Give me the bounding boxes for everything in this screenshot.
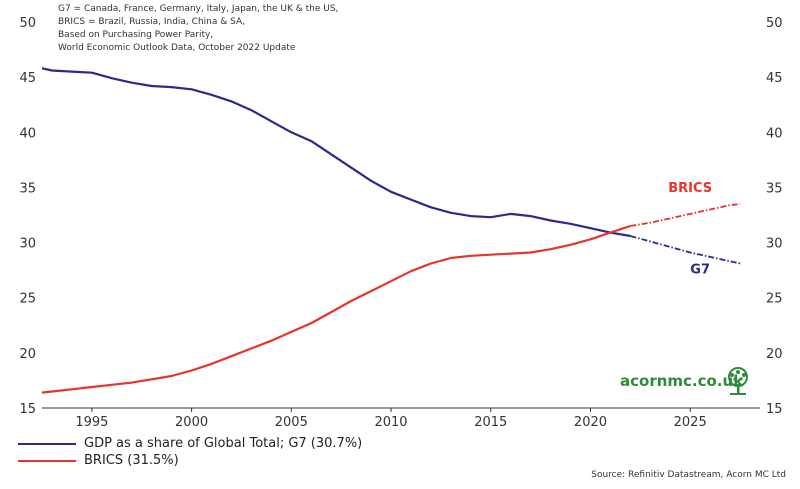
series-annotation-g7: G7 — [690, 262, 710, 277]
y-tick-label-left: 45 — [19, 71, 36, 86]
series-annotation-brics: BRICS — [668, 181, 712, 196]
y-tick-label-right: 25 — [766, 292, 783, 307]
y-tick-label-left: 20 — [19, 347, 36, 362]
legend-item-g7: GDP as a share of Global Total; G7 (30.7… — [18, 436, 362, 451]
x-tick-label: 2000 — [175, 415, 208, 430]
y-tick-label-left: 15 — [19, 402, 36, 417]
series-projection-g7 — [630, 235, 741, 265]
legend-swatch-brics — [18, 459, 76, 462]
y-tick-label-right: 35 — [766, 181, 783, 196]
chart-note-1: G7 = Canada, France, Germany, Italy, Jap… — [58, 4, 339, 14]
series-line-g7 — [41, 67, 631, 238]
y-tick-label-right: 45 — [766, 71, 783, 86]
y-tick-label-right: 40 — [766, 126, 783, 141]
x-tick-label: 2005 — [275, 415, 308, 430]
y-tick-label-left: 25 — [19, 292, 36, 307]
legend-item-brics: BRICS (31.5%) — [18, 453, 179, 468]
legend-swatch-g7 — [18, 442, 76, 445]
series-line-brics — [41, 224, 631, 394]
y-tick-label-left: 40 — [19, 126, 36, 141]
chart-note-3: Based on Purchasing Power Parity, — [58, 30, 214, 40]
legend-label-g7: GDP as a share of Global Total; G7 (30.7… — [84, 436, 363, 451]
x-tick-label: 2015 — [474, 415, 507, 430]
y-tick-label-right: 30 — [766, 237, 783, 252]
y-tick-label-left: 50 — [19, 16, 36, 31]
x-tick-label: 1995 — [75, 415, 108, 430]
y-tick-label-left: 30 — [19, 237, 36, 252]
series-projection-brics — [630, 203, 741, 227]
x-tick-label: 2010 — [374, 415, 407, 430]
legend-label-brics: BRICS (31.5%) — [84, 453, 179, 468]
y-tick-label-left: 35 — [19, 181, 36, 196]
x-tick-label: 2020 — [574, 415, 607, 430]
chart-note-4: World Economic Outlook Data, October 202… — [58, 43, 296, 53]
y-tick-label-right: 50 — [766, 16, 783, 31]
tree-icon — [728, 367, 748, 395]
y-tick-label-right: 15 — [766, 402, 783, 417]
x-tick-label: 2025 — [674, 415, 707, 430]
y-tick-label-right: 20 — [766, 347, 783, 362]
chart-note-2: BRICS = Brazil, Russia, India, China & S… — [58, 17, 246, 27]
source-note: Source: Refinitiv Datastream, Acorn MC L… — [591, 470, 786, 480]
brand-logo-text: acornmc.co.uk — [620, 372, 744, 390]
